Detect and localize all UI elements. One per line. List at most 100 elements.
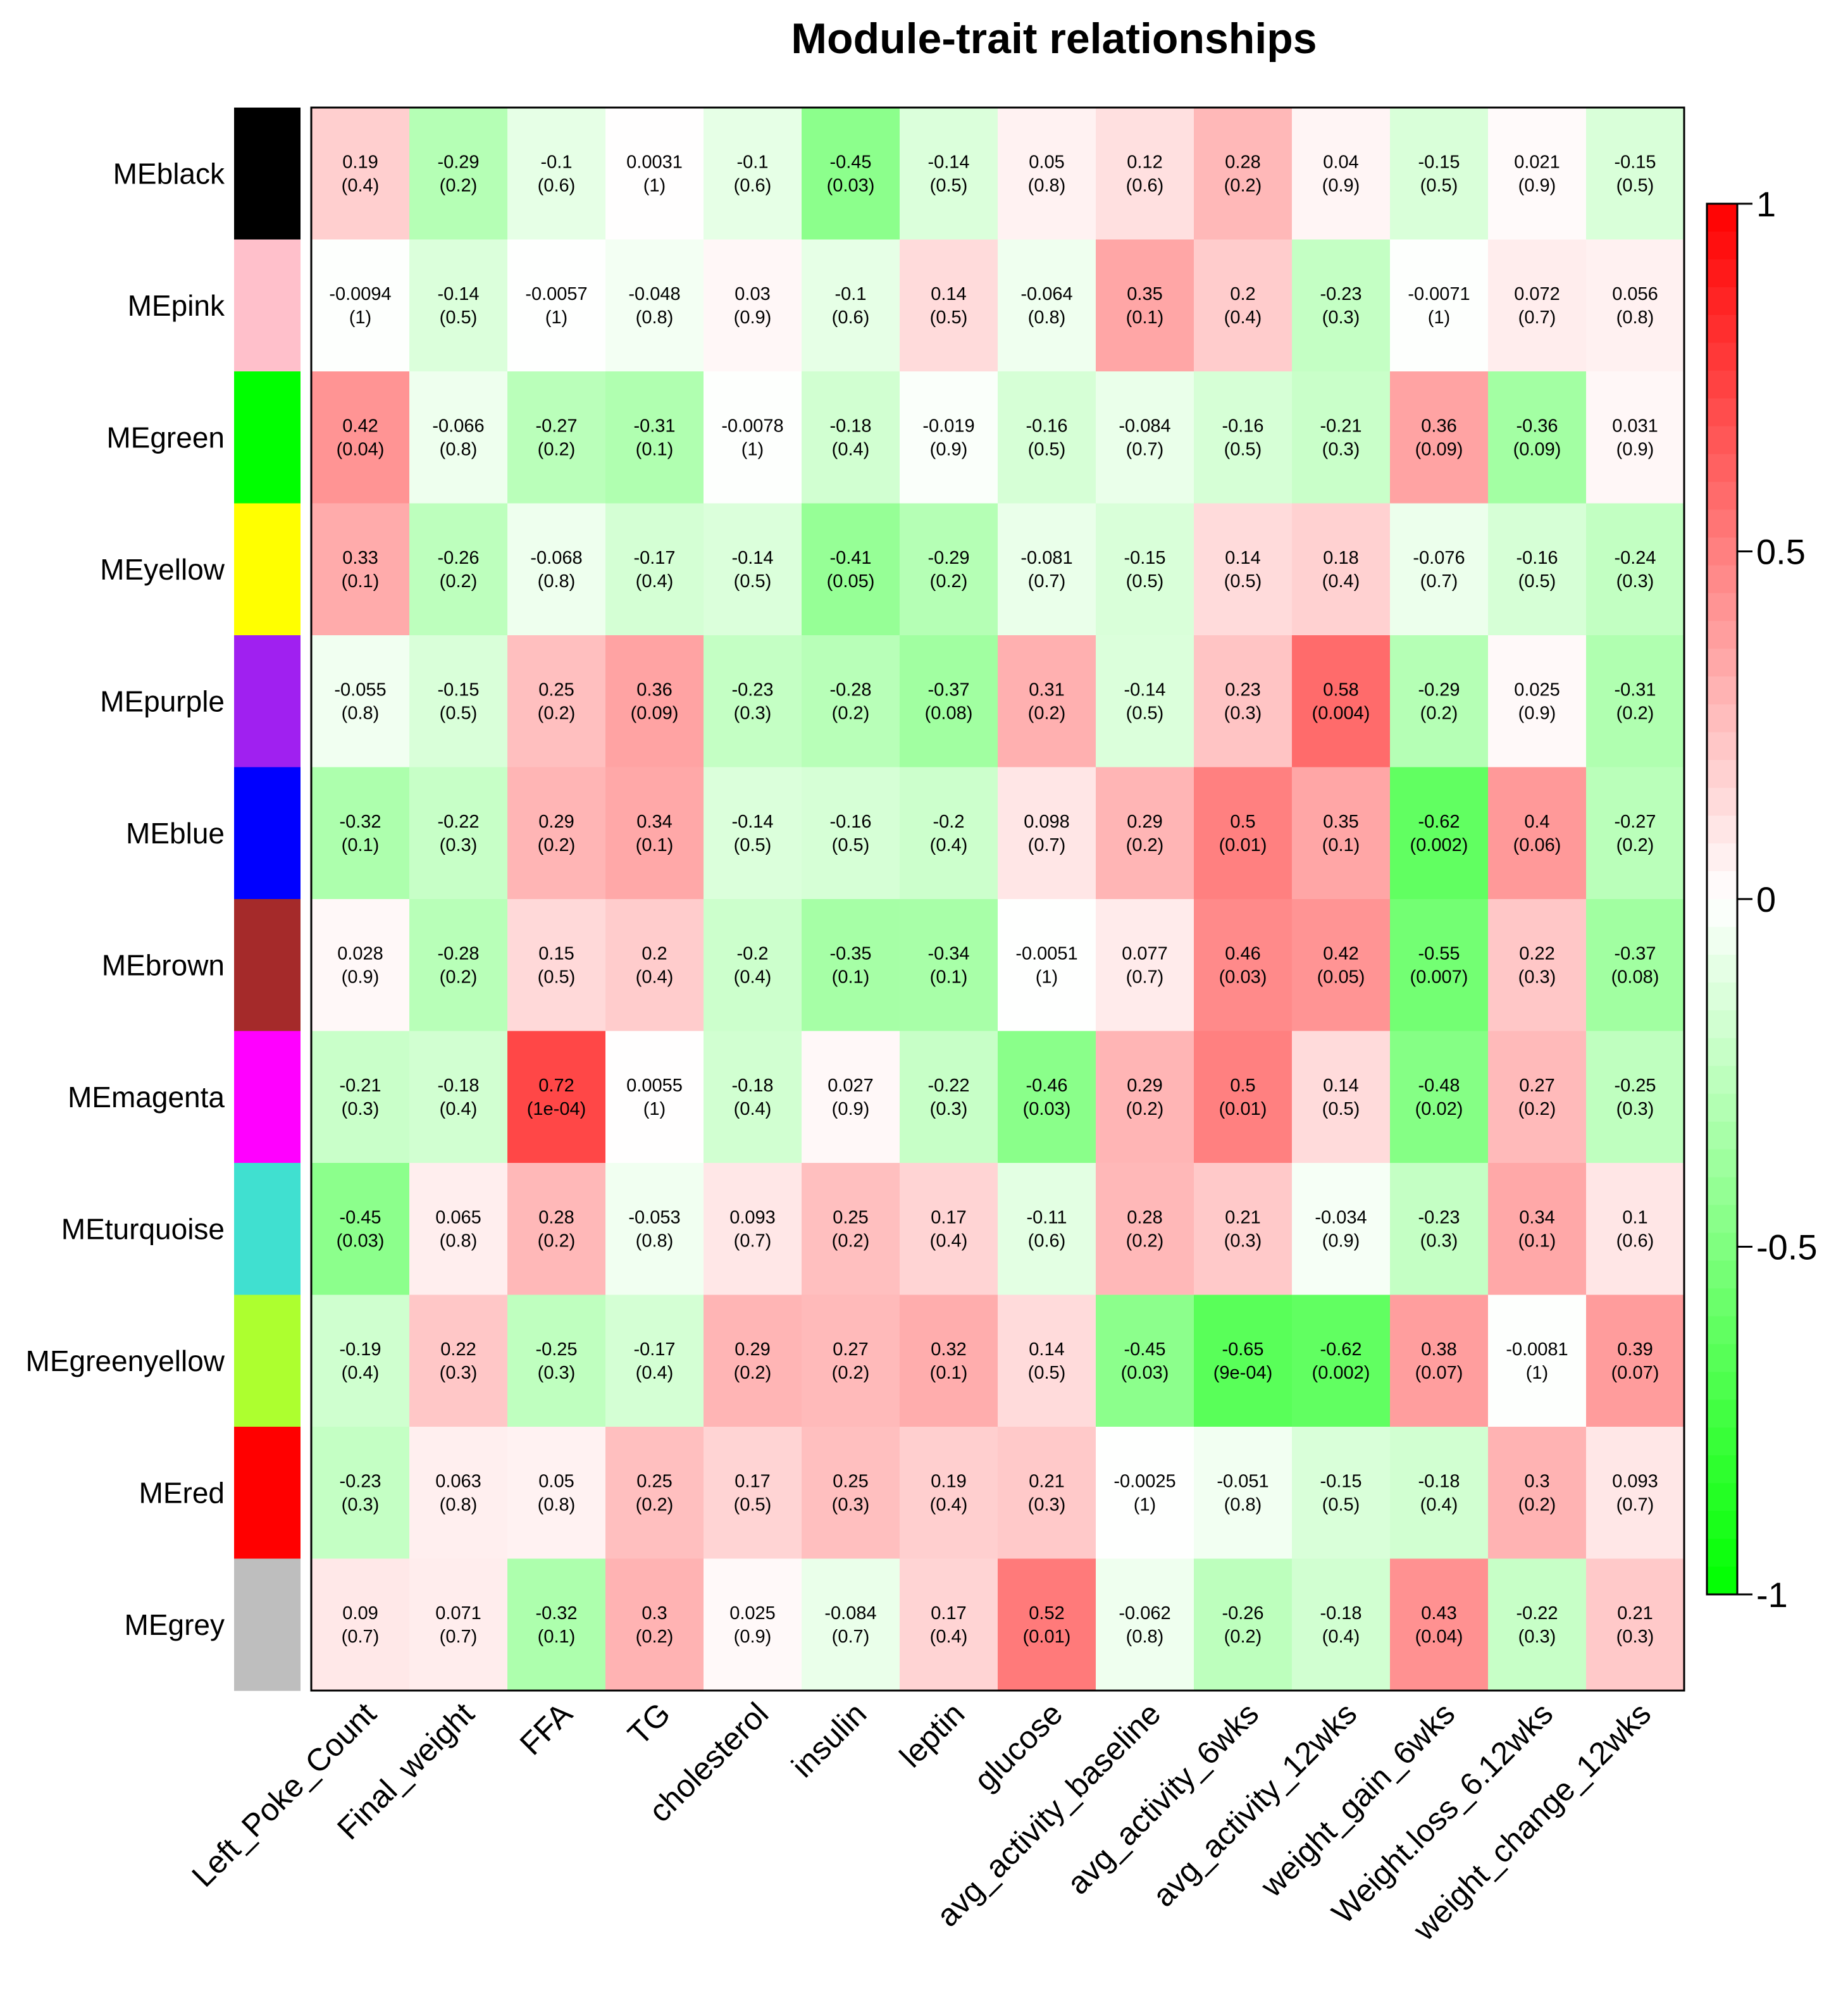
cell-correlation-value: 0.093 — [729, 1207, 776, 1227]
cell-p-value: (0.3) — [930, 1099, 968, 1119]
cell-p-value: (0.4) — [1322, 1627, 1360, 1647]
cell-correlation-value: 0.21 — [1029, 1471, 1064, 1491]
cell-correlation-value: 0.021 — [1514, 152, 1560, 172]
cell-p-value: (0.8) — [440, 1231, 478, 1251]
heatmap-cell — [704, 371, 802, 504]
cell-p-value: (1) — [1134, 1494, 1156, 1515]
heatmap-cell — [1292, 635, 1391, 767]
cell-p-value: (0.7) — [1518, 307, 1556, 328]
cell-p-value: (0.2) — [1126, 835, 1164, 855]
heatmap-cell — [802, 1295, 900, 1427]
heatmap-cell — [1194, 108, 1293, 240]
cell-correlation-value: 0.14 — [931, 284, 966, 304]
color-scale-step — [1707, 732, 1737, 761]
heatmap-cell — [1292, 767, 1391, 900]
row-label: MEturquoise — [61, 1212, 225, 1245]
cell-correlation-value: 0.28 — [538, 1207, 574, 1227]
cell-p-value: (0.2) — [930, 571, 968, 592]
cell-p-value: (0.5) — [1322, 1099, 1360, 1119]
cell-p-value: (0.2) — [538, 439, 576, 459]
heatmap-cell — [998, 1295, 1096, 1427]
row-label: MEred — [139, 1476, 225, 1509]
heatmap-cell — [1586, 239, 1685, 372]
module-swatch-MEpurple — [234, 635, 301, 767]
cell-correlation-value: 0.071 — [435, 1603, 481, 1624]
cell-correlation-value: -0.26 — [1222, 1603, 1263, 1624]
cell-p-value: (0.05) — [1317, 967, 1365, 987]
heatmap-cell — [802, 239, 900, 372]
heatmap-cell — [1586, 635, 1685, 767]
cell-correlation-value: -0.21 — [339, 1076, 381, 1096]
heatmap-cell — [1488, 371, 1587, 504]
cell-p-value: (0.2) — [538, 703, 576, 723]
heatmap-cell — [311, 371, 410, 504]
cell-p-value: (0.2) — [440, 571, 478, 592]
cell-p-value: (0.2) — [734, 1363, 772, 1383]
heatmap-cell — [605, 635, 704, 767]
cell-correlation-value: -0.35 — [829, 943, 871, 964]
color-scale-step — [1707, 565, 1737, 594]
heatmap-cell — [605, 108, 704, 240]
cell-p-value: (0.7) — [440, 1627, 478, 1647]
cell-correlation-value: -0.15 — [1124, 548, 1165, 568]
cell-correlation-value: -0.15 — [1320, 1471, 1361, 1491]
cell-correlation-value: -0.45 — [829, 152, 871, 172]
heatmap-cell — [802, 371, 900, 504]
row-label: MEgreen — [106, 421, 225, 454]
cell-p-value: (0.7) — [1126, 967, 1164, 987]
heatmap-cell — [507, 767, 606, 900]
color-scale-step — [1707, 899, 1737, 928]
cell-p-value: (0.03) — [1121, 1363, 1169, 1383]
cell-p-value: (0.007) — [1410, 967, 1468, 987]
cell-correlation-value: -0.29 — [927, 548, 969, 568]
heatmap-cell — [1390, 239, 1489, 372]
cell-p-value: (0.7) — [832, 1627, 870, 1647]
cell-p-value: (0.2) — [440, 967, 478, 987]
module-swatch-MEpink — [234, 239, 301, 372]
heatmap-cell — [605, 1163, 704, 1295]
cell-p-value: (0.4) — [1420, 1494, 1458, 1515]
heatmap-cell — [802, 1031, 900, 1164]
column-label: Left_Poke_Count — [185, 1696, 383, 1894]
cell-p-value: (0.02) — [1415, 1099, 1463, 1119]
heatmap-cell — [605, 1558, 704, 1691]
cell-correlation-value: 0.29 — [1127, 1076, 1162, 1096]
cell-correlation-value: -0.055 — [334, 680, 386, 700]
cell-correlation-value: -0.053 — [628, 1207, 680, 1227]
cell-p-value: (0.03) — [337, 1231, 385, 1251]
cell-p-value: (0.8) — [1224, 1494, 1262, 1515]
heatmap-cell — [1194, 503, 1293, 636]
color-scale-step — [1707, 1149, 1737, 1178]
cell-p-value: (0.6) — [832, 307, 870, 328]
cell-p-value: (0.004) — [1312, 703, 1370, 723]
cell-correlation-value: -0.0025 — [1113, 1471, 1175, 1491]
cell-correlation-value: 0.056 — [1612, 284, 1658, 304]
cell-correlation-value: -0.55 — [1418, 943, 1460, 964]
cell-p-value: (0.6) — [1028, 1231, 1066, 1251]
cell-correlation-value: -0.28 — [829, 680, 871, 700]
cell-p-value: (0.07) — [1611, 1363, 1659, 1383]
heatmap-cell — [507, 503, 606, 636]
cell-correlation-value: -0.062 — [1119, 1603, 1170, 1624]
cell-correlation-value: -0.084 — [1119, 416, 1170, 436]
cell-correlation-value: 0.3 — [642, 1603, 667, 1624]
heatmap-cell — [409, 1295, 508, 1427]
cell-correlation-value: 0.2 — [1230, 284, 1255, 304]
heatmap-cell — [998, 1163, 1096, 1295]
cell-p-value: (9e-04) — [1213, 1363, 1273, 1383]
heatmap-cell — [1194, 1295, 1293, 1427]
cell-p-value: (0.7) — [1616, 1494, 1654, 1515]
color-scale-step — [1707, 816, 1737, 844]
heatmap-cell — [900, 899, 998, 1031]
heatmap-cell — [1292, 1427, 1391, 1559]
cell-p-value: (0.002) — [1410, 835, 1468, 855]
heatmap-cell — [1488, 239, 1587, 372]
heatmap-cell — [605, 503, 704, 636]
heatmap-cell — [1586, 108, 1685, 240]
cell-p-value: (0.5) — [734, 571, 772, 592]
heatmap-cell — [802, 767, 900, 900]
color-scale-step — [1707, 287, 1737, 316]
cell-correlation-value: -0.1 — [737, 152, 769, 172]
heatmap-cell — [1292, 899, 1391, 1031]
cell-correlation-value: 0.1 — [1622, 1207, 1647, 1227]
